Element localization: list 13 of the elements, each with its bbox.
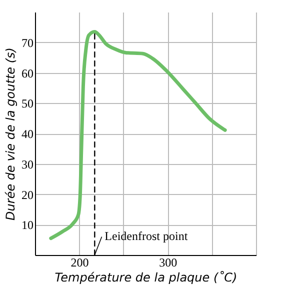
x-tick-label: 200 [70,256,89,270]
x-axis-title: Température de la plaque (˚C) [54,270,238,284]
annotation: Leidenfrost point [104,229,188,243]
y-tick-label: 40 [22,127,34,141]
y-tick-label: 70 [22,36,34,50]
y-tick-label: 20 [22,188,34,202]
y-axis-title: Durée de vie de la goutte (s) [4,48,18,220]
y-tick-label: 50 [22,96,34,111]
y-tick-label: 10 [22,218,34,232]
y-tick-label: 30 [22,157,34,172]
y-tick-label: 60 [22,66,34,80]
x-tick-label: 300 [159,256,178,270]
line-series [49,30,227,240]
